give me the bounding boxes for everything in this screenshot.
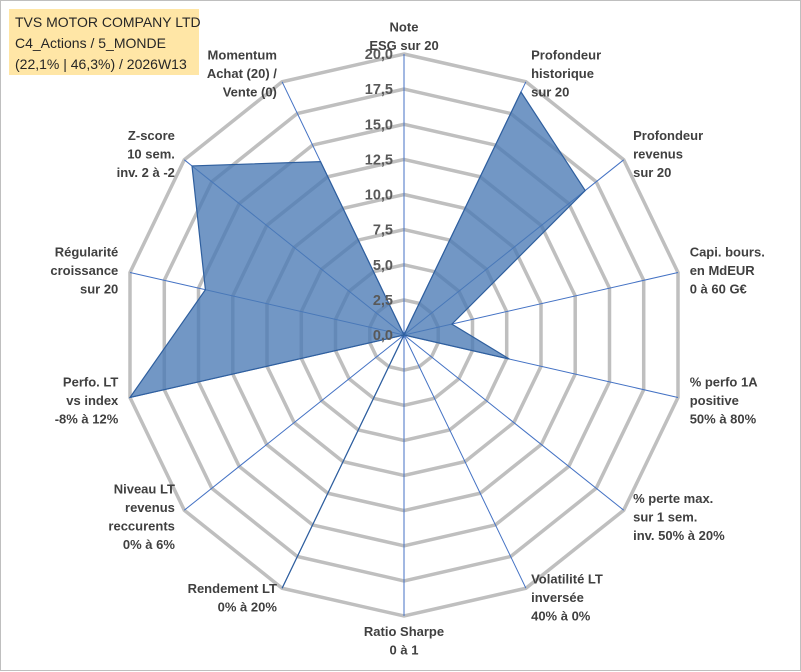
axis-label: sur 1 sem. xyxy=(633,509,697,524)
chart-title-box: TVS MOTOR COMPANY LTD C4_Actions / 5_MON… xyxy=(9,9,199,75)
axis-label: Volatilité LT xyxy=(531,572,603,587)
axis-label: Perfo. LT xyxy=(63,374,118,389)
axis-label: % perte max. xyxy=(633,491,713,506)
tick-label: 7,5 xyxy=(373,223,393,239)
axis-label: Ratio Sharpe xyxy=(364,624,444,639)
chart-title-line-3: (22,1% | 46,3%) / 2026W13 xyxy=(15,56,187,72)
tick-label: 0,0 xyxy=(373,328,393,344)
axis-label: Niveau LT xyxy=(114,482,175,497)
tick-label: 10,0 xyxy=(365,188,393,204)
axis-label: 0% à 6% xyxy=(123,537,175,552)
axis-label: inv. 50% à 20% xyxy=(633,528,725,543)
axis-label: en MdEUR xyxy=(690,263,756,278)
axis-label: ESG sur 20 xyxy=(369,38,438,53)
axis-label: Profondeur xyxy=(531,47,601,62)
axis-label: Capi. bours. xyxy=(690,245,765,260)
axis-label: sur 20 xyxy=(80,282,118,297)
data-series-area xyxy=(130,92,585,588)
tick-label: 12,5 xyxy=(365,152,393,168)
axis-spoke xyxy=(404,335,526,588)
axis-label: inv. 2 à -2 xyxy=(117,165,175,180)
axis-label: vs index xyxy=(66,393,119,408)
axis-label: revenus xyxy=(125,500,175,515)
chart-title-line-2: C4_Actions / 5_MONDE xyxy=(15,35,166,51)
axis-label: Note xyxy=(390,20,419,35)
axis-label: 40% à 0% xyxy=(531,609,591,624)
axis-label: reccurents xyxy=(108,519,174,534)
axis-label: 10 sem. xyxy=(127,147,175,162)
chart-title-line-1: TVS MOTOR COMPANY LTD xyxy=(15,14,201,30)
axis-label: Vente (0) xyxy=(223,84,277,99)
axis-label: 0 à 60 G€ xyxy=(690,282,747,297)
axis-label: sur 20 xyxy=(531,84,569,99)
axis-label: 50% à 80% xyxy=(690,411,757,426)
axis-label: Régularité xyxy=(55,245,119,260)
tick-label: 2,5 xyxy=(373,293,393,309)
axis-label: Z-score xyxy=(128,128,175,143)
axis-label: -8% à 12% xyxy=(55,411,119,426)
axis-label: inversée xyxy=(531,590,584,605)
axis-label: Momentum xyxy=(208,47,277,62)
axis-label: revenus xyxy=(633,147,683,162)
axis-label: 0 à 1 xyxy=(390,643,419,658)
axis-label: Rendement LT xyxy=(188,581,277,596)
axis-label: Achat (20) / xyxy=(207,66,277,81)
axis-label: 0% à 20% xyxy=(218,599,278,614)
axis-label: historique xyxy=(531,66,594,81)
tick-label: 5,0 xyxy=(373,258,393,274)
axis-label: Profondeur xyxy=(633,128,703,143)
axis-label: sur 20 xyxy=(633,165,671,180)
tick-label: 17,5 xyxy=(365,82,393,98)
axis-label: positive xyxy=(690,393,739,408)
tick-label: 15,0 xyxy=(365,117,393,133)
axis-label: % perfo 1A xyxy=(690,374,759,389)
axis-label: croissance xyxy=(50,263,118,278)
